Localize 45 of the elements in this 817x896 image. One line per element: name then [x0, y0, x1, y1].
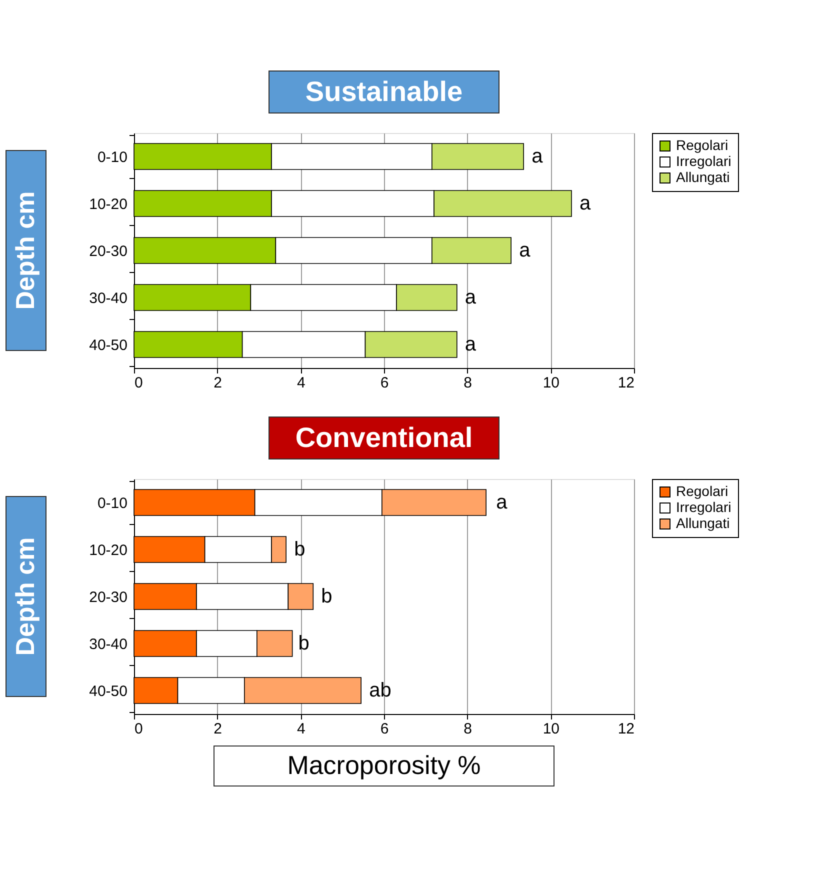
x-tick-label: 4 [296, 720, 306, 738]
legend-label: Irregolari [676, 499, 732, 515]
annotation: a [464, 334, 477, 356]
annotation: a [464, 286, 477, 308]
x-axis-title: Macroporosity % [287, 750, 481, 780]
x-tick-label: 2 [214, 720, 222, 738]
annotation: b [298, 632, 310, 654]
y-tick-label: 30-40 [89, 636, 128, 653]
annotation: a [580, 192, 592, 214]
annotation: a [496, 492, 508, 514]
legend-label: Allungati [676, 169, 730, 185]
x-tick-label: 6 [380, 720, 389, 738]
y-tick-label: 0-10 [97, 495, 128, 512]
x-tick-label: 2 [214, 374, 222, 392]
x-tick-label: 0 [134, 720, 143, 738]
y-tick-label: 10-20 [89, 196, 128, 213]
y-tick-label: 40-50 [89, 683, 128, 700]
x-tick-label: 12 [618, 720, 634, 738]
y-axis-title: Depth cm [10, 191, 40, 310]
annotation: a [532, 146, 544, 168]
y-tick-label: 10-20 [89, 542, 128, 559]
x-tick-label: 10 [542, 374, 560, 392]
legend-label: Regolari [676, 137, 728, 153]
y-tick-label: 30-40 [89, 290, 128, 307]
chart-title: Conventional [295, 422, 473, 453]
x-tick-label: 8 [464, 720, 472, 738]
x-tick-label: 8 [464, 374, 472, 392]
annotation: ab [369, 680, 392, 702]
annotation: a [519, 240, 532, 262]
y-tick-label: 20-30 [89, 589, 128, 606]
annotation: b [294, 538, 306, 560]
chart-title: Sustainable [305, 76, 463, 107]
legend-label: Irregolari [676, 153, 732, 169]
y-tick-label: 40-50 [89, 337, 128, 354]
x-tick-label: 0 [134, 374, 143, 392]
legend-label: Allungati [676, 515, 730, 531]
x-tick-label: 10 [542, 720, 560, 738]
y-axis-title: Depth cm [10, 537, 40, 656]
y-tick-label: 20-30 [89, 243, 128, 260]
x-tick-label: 12 [618, 374, 634, 392]
x-tick-label: 4 [296, 374, 306, 392]
y-tick-label: 0-10 [97, 149, 128, 166]
x-tick-label: 6 [380, 374, 389, 392]
annotation: b [321, 586, 332, 608]
legend-label: Regolari [676, 483, 728, 499]
